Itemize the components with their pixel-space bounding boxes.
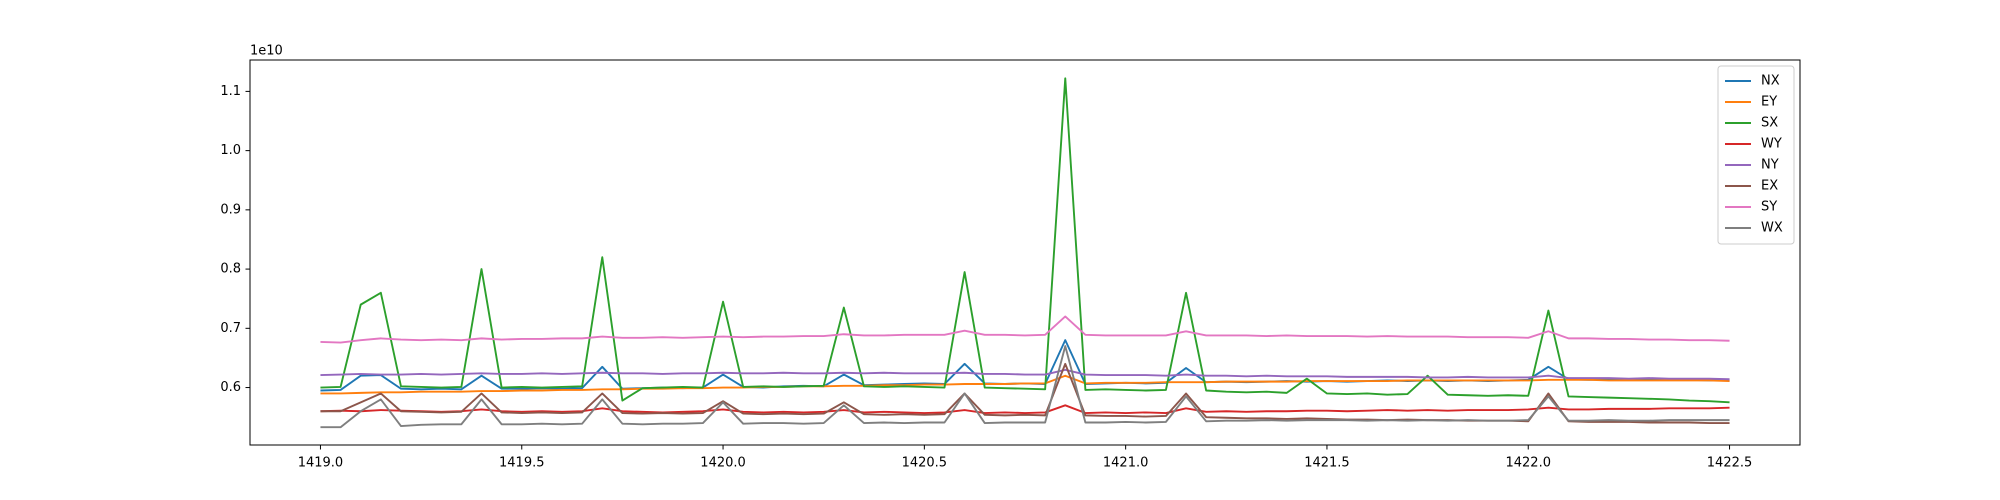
y-offset-label: 1e10: [250, 44, 283, 59]
series-line: [320, 404, 1730, 414]
y-tick-label: 1.1: [220, 84, 241, 99]
y-tick-label: 0.6: [220, 380, 241, 395]
x-tick-label: 1421.5: [1304, 456, 1350, 471]
series-line: [320, 374, 1730, 395]
series-line: [320, 315, 1730, 344]
x-tick-label: 1419.5: [499, 456, 545, 471]
x-tick-label: 1420.0: [700, 456, 746, 471]
legend-label: NY: [1761, 158, 1779, 173]
series-line: [320, 368, 1730, 381]
x-tick-label: 1421.0: [1103, 456, 1149, 471]
x-tick-label: 1420.5: [902, 456, 948, 471]
y-tick-label: 1.0: [220, 143, 241, 158]
legend-label: WX: [1761, 221, 1783, 236]
legend-label: WY: [1761, 137, 1782, 152]
x-tick-label: 1422.0: [1505, 456, 1551, 471]
legend-box: [1717, 65, 1795, 245]
y-tick-label: 0.9: [220, 202, 241, 217]
axes-frame: [249, 59, 1801, 446]
y-tick-label: 0.7: [220, 321, 241, 336]
legend-label: EX: [1761, 179, 1778, 194]
x-tick-label: 1422.5: [1707, 456, 1753, 471]
series-line: [320, 77, 1730, 404]
series-line: [320, 345, 1730, 429]
x-tick-label: 1419.0: [298, 456, 344, 471]
legend-label: NX: [1761, 74, 1780, 89]
legend-label: SX: [1761, 116, 1778, 131]
y-tick-label: 0.8: [220, 262, 241, 277]
legend-label: EY: [1761, 95, 1777, 110]
legend-label: SY: [1761, 200, 1777, 215]
